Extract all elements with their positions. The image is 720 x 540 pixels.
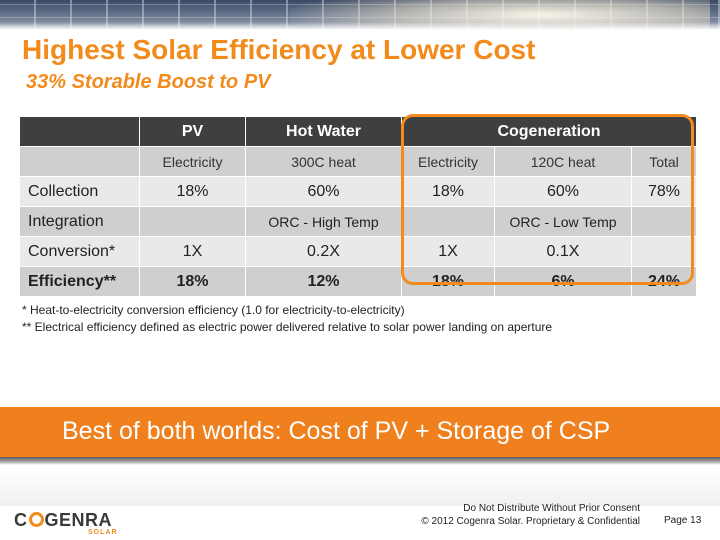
- table-units-row: Electricity 300C heat Electricity 120C h…: [19, 146, 698, 177]
- header-photo-banner: [0, 0, 720, 30]
- row-label: Efficiency**: [19, 266, 140, 297]
- table-cell: 78%: [630, 176, 698, 207]
- table-cell: 6%: [494, 266, 632, 297]
- slide-subtitle: 33% Storable Boost to PV: [26, 71, 271, 93]
- table-row-integration: Integration ORC - High Temp ORC - Low Te…: [19, 206, 698, 237]
- units-cell: Electricity: [139, 146, 246, 177]
- table-cell: 0.1X: [494, 236, 632, 267]
- header-empty: [19, 116, 140, 147]
- logo-o-ring-icon: [28, 512, 44, 527]
- efficiency-table: PV Hot Water Cogeneration Electricity 30…: [19, 116, 698, 297]
- table-cell: [401, 206, 495, 237]
- footnote: * Heat-to-electricity conversion efficie…: [22, 303, 405, 317]
- units-cell: 300C heat: [245, 146, 402, 177]
- table-cell: 18%: [139, 266, 246, 297]
- row-label: Conversion*: [19, 236, 140, 267]
- table-cell: 24%: [630, 266, 698, 297]
- logo-wordmark: C GENRA: [14, 510, 112, 531]
- table-cell: 1X: [401, 236, 495, 267]
- footnote: ** Electrical efficiency defined as elec…: [22, 320, 553, 334]
- callout-banner: Best of both worlds: Cost of PV + Storag…: [0, 407, 720, 457]
- table-row-efficiency: Efficiency** 18% 12% 18% 6% 24%: [19, 266, 698, 297]
- footer-band: [0, 466, 720, 506]
- table-header-row: PV Hot Water Cogeneration: [19, 116, 698, 147]
- logo-subtext: SOLAR: [88, 529, 118, 536]
- page-number: Page 13: [664, 515, 702, 526]
- row-label: Integration: [19, 206, 140, 237]
- header-cogeneration: Cogeneration: [400, 116, 698, 147]
- units-empty: [19, 146, 140, 177]
- callout-shadow: [0, 457, 720, 465]
- slide-title: Highest Solar Efficiency at Lower Cost: [22, 34, 536, 65]
- callout-text: Best of both worlds: Cost of PV + Storag…: [62, 417, 611, 445]
- table-cell: ORC - High Temp: [245, 206, 402, 237]
- table-cell: 18%: [139, 176, 246, 207]
- table-cell: 18%: [401, 176, 495, 207]
- table-cell: 1X: [139, 236, 246, 267]
- row-label: Collection: [19, 176, 140, 207]
- legal-line: © 2012 Cogenra Solar. Proprietary & Conf…: [421, 516, 640, 527]
- footnotes: * Heat-to-electricity conversion efficie…: [22, 302, 552, 336]
- table-cell: ORC - Low Temp: [494, 206, 632, 237]
- legal-line: Do Not Distribute Without Prior Consent: [463, 503, 640, 514]
- logo-suffix: GENRA: [44, 510, 113, 530]
- logo-prefix: C: [14, 510, 28, 530]
- table-row-conversion: Conversion* 1X 0.2X 1X 0.1X: [19, 236, 698, 267]
- units-cell: 120C heat: [494, 146, 632, 177]
- table-cell: 60%: [494, 176, 632, 207]
- table-cell: 12%: [245, 266, 402, 297]
- header-hot-water: Hot Water: [245, 116, 402, 147]
- table-cell: 18%: [401, 266, 495, 297]
- table-row-collection: Collection 18% 60% 18% 60% 78%: [19, 176, 698, 207]
- table-cell: [630, 236, 698, 267]
- table-cell: 60%: [245, 176, 402, 207]
- header-pv: PV: [139, 116, 246, 147]
- units-cell: Electricity: [401, 146, 495, 177]
- legal-notice: Do Not Distribute Without Prior Consent …: [421, 502, 640, 528]
- banner-fade: [0, 22, 720, 30]
- table-cell: 0.2X: [245, 236, 402, 267]
- table-cell: [139, 206, 246, 237]
- table-cell: [630, 206, 698, 237]
- units-cell: Total: [630, 146, 698, 177]
- cogenra-logo: C GENRA SOLAR: [14, 508, 134, 538]
